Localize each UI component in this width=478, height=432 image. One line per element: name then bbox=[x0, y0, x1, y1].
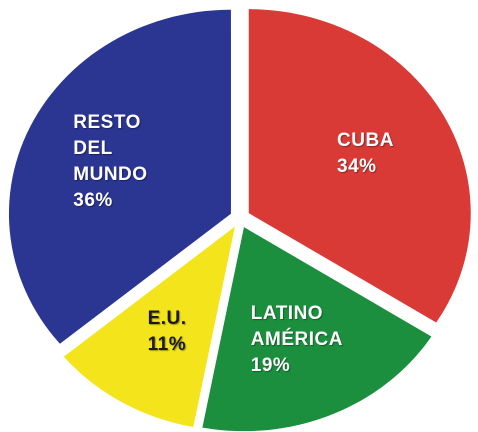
slice-value-label: 11% bbox=[147, 333, 187, 355]
label-group: LATINO AMÉRICA 19% bbox=[217, 270, 377, 410]
slice-category-label: E.U. bbox=[147, 307, 187, 329]
pie-slice bbox=[63, 226, 235, 427]
pie-slice bbox=[8, 9, 231, 344]
label-block: E.U. 11% bbox=[148, 306, 187, 358]
label-block: CUBA 34% bbox=[337, 128, 394, 180]
slice-value-label: 19% bbox=[250, 354, 291, 376]
slice-category-label: CUBA bbox=[337, 130, 394, 152]
slice-label: RESTO DEL MUNDO 36% bbox=[30, 92, 190, 232]
slice-value-label: 34% bbox=[337, 156, 377, 178]
label-block: RESTO DEL MUNDO 36% bbox=[73, 110, 147, 214]
label-block: LATINO AMÉRICA 19% bbox=[251, 301, 343, 379]
pie-slice bbox=[202, 227, 432, 432]
slice-category-label: LATINO AMÉRICA bbox=[250, 302, 343, 350]
slice-category-label: RESTO DEL MUNDO bbox=[73, 111, 148, 185]
slice-value-label: 36% bbox=[73, 189, 113, 211]
slice-label: LATINO AMÉRICA 19% bbox=[217, 270, 377, 410]
slice-label: E.U. 11% bbox=[87, 262, 247, 402]
label-group: RESTO DEL MUNDO 36% bbox=[30, 92, 190, 232]
slice-label: CUBA 34% bbox=[285, 84, 445, 224]
pie-slice bbox=[248, 9, 471, 323]
label-group: E.U. 11% bbox=[87, 262, 247, 402]
label-group: CUBA 34% bbox=[285, 84, 445, 224]
